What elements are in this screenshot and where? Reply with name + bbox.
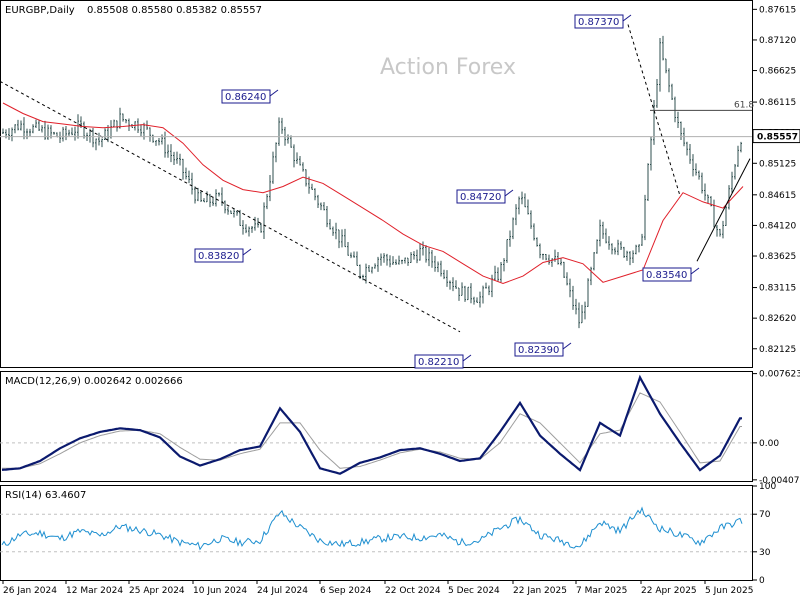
current-price-label: 0.85557	[757, 133, 798, 143]
swing-label: 0.82210	[414, 354, 472, 369]
x-tick-label: 22 Jan 2025	[513, 586, 567, 596]
rsi-line	[1, 506, 743, 551]
swing-label: 0.87370	[574, 14, 632, 29]
swing-label-leader	[242, 248, 252, 256]
rsi-title: RSI(14) 63.4607	[5, 490, 86, 501]
x-tick-label: 12 Mar 2024	[66, 586, 123, 596]
y-tick-label: 0.00	[759, 439, 779, 449]
ohlc-readout: 0.85508 0.85580 0.85382 0.85557	[87, 5, 262, 16]
swing-label-text: 0.84720	[460, 192, 501, 203]
y-tick-label: 100	[759, 482, 776, 492]
y-tick-label: 0.82125	[759, 345, 796, 355]
swing-label-text: 0.82210	[418, 357, 459, 368]
x-tick-label: 5 Dec 2024	[448, 586, 500, 596]
swing-label-box	[514, 342, 564, 357]
price-panel-frame	[0, 0, 753, 368]
swing-label-text: 0.83540	[646, 270, 687, 281]
swing-label: 0.83540	[642, 267, 700, 282]
y-tick-label: 30	[759, 548, 771, 558]
y-tick-label: 0.87120	[759, 36, 796, 46]
moving-average-line	[2, 102, 744, 285]
main-title: EURGBP,Daily	[5, 5, 75, 16]
swing-label-text: 0.87370	[578, 17, 619, 28]
y-tick-label: 70	[759, 510, 771, 520]
swing-label-box	[221, 89, 271, 104]
macd-line	[1, 374, 742, 475]
swing-label-leader	[462, 354, 472, 362]
swing-label-box	[574, 14, 624, 29]
macd-title: MACD(12,26,9) 0.002642 0.002666	[5, 376, 183, 387]
x-tick-label: 26 Jan 2024	[3, 586, 57, 596]
x-tick-label: 24 Jul 2024	[257, 586, 308, 596]
fib-618-label: 61.8	[734, 100, 754, 110]
x-tick-label: 6 Sep 2024	[320, 586, 372, 596]
swing-label-leader	[690, 267, 700, 275]
rsi-panel-frame	[0, 485, 753, 581]
swing-label: 0.83820	[194, 248, 252, 263]
uptrend-line	[696, 158, 751, 262]
y-tick-label: 0	[759, 576, 765, 586]
swing-label-box	[414, 354, 464, 369]
swing-label-leader	[504, 189, 514, 197]
y-tick-label: 0.83115	[759, 284, 796, 294]
macd-panel-frame	[0, 371, 753, 482]
rsi-panel: 100 70 30 0	[0, 482, 776, 586]
macd-panel: 0.007623 0.00 -0.004073	[0, 370, 800, 486]
macd-signal-line	[2, 392, 742, 469]
y-tick-label: 0.007623	[759, 370, 800, 380]
swing-label-box	[456, 189, 506, 204]
watermark: Action Forex	[380, 55, 516, 80]
price-panel: 0.876150.871200.866250.861150.856200.851…	[0, 5, 800, 369]
swing-label-box	[194, 248, 244, 263]
swing-label: 0.86240	[221, 89, 279, 104]
swing-label-leader	[269, 89, 279, 97]
current-price-box	[752, 129, 800, 144]
swing-label-leader	[562, 342, 572, 350]
y-tick-label: 0.85125	[759, 159, 796, 169]
swing-label-text: 0.82390	[518, 345, 559, 356]
swing-label-text: 0.83820	[198, 251, 239, 262]
x-tick-label: 5 Jun 2025	[705, 586, 753, 596]
y-tick-label: 0.83625	[759, 252, 796, 262]
swing-label-box	[642, 267, 692, 282]
y-tick-label: 0.86115	[759, 98, 796, 108]
y-tick-label: 0.87615	[759, 5, 796, 15]
x-tick-label: 10 Jun 2024	[193, 586, 247, 596]
y-tick-label: 0.86625	[759, 67, 796, 77]
x-tick-label: 25 Apr 2024	[129, 586, 185, 596]
swing-label-text: 0.86240	[225, 92, 266, 103]
y-tick-label: 0.82620	[759, 314, 796, 324]
x-tick-label: 7 Mar 2025	[576, 586, 627, 596]
x-tick-label: 22 Apr 2025	[641, 586, 697, 596]
y-tick-label: -0.004073	[759, 476, 800, 486]
y-tick-label: 0.84120	[759, 221, 796, 231]
swing-label: 0.84720	[456, 189, 514, 204]
swing-label: 0.82390	[514, 342, 572, 357]
swing-label-leader	[622, 14, 632, 22]
x-tick-label: 22 Oct 2024	[385, 586, 441, 596]
y-tick-label: 0.84615	[759, 191, 796, 201]
x-axis: 26 Jan 2024 12 Mar 2024 25 Apr 2024 10 Jun …	[2, 580, 753, 596]
